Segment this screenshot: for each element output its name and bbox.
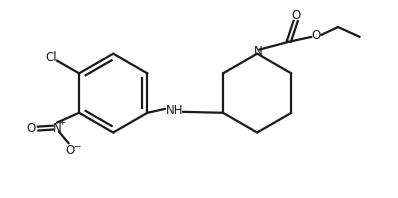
Text: O: O bbox=[27, 122, 36, 135]
Text: N: N bbox=[53, 122, 61, 135]
Text: NH: NH bbox=[166, 104, 184, 117]
Text: +: + bbox=[59, 118, 65, 127]
Text: Cl: Cl bbox=[45, 51, 57, 64]
Text: O: O bbox=[65, 144, 74, 157]
Text: O: O bbox=[291, 9, 300, 22]
Text: N: N bbox=[254, 45, 263, 58]
Text: O: O bbox=[312, 29, 321, 42]
Text: −: − bbox=[73, 141, 80, 150]
